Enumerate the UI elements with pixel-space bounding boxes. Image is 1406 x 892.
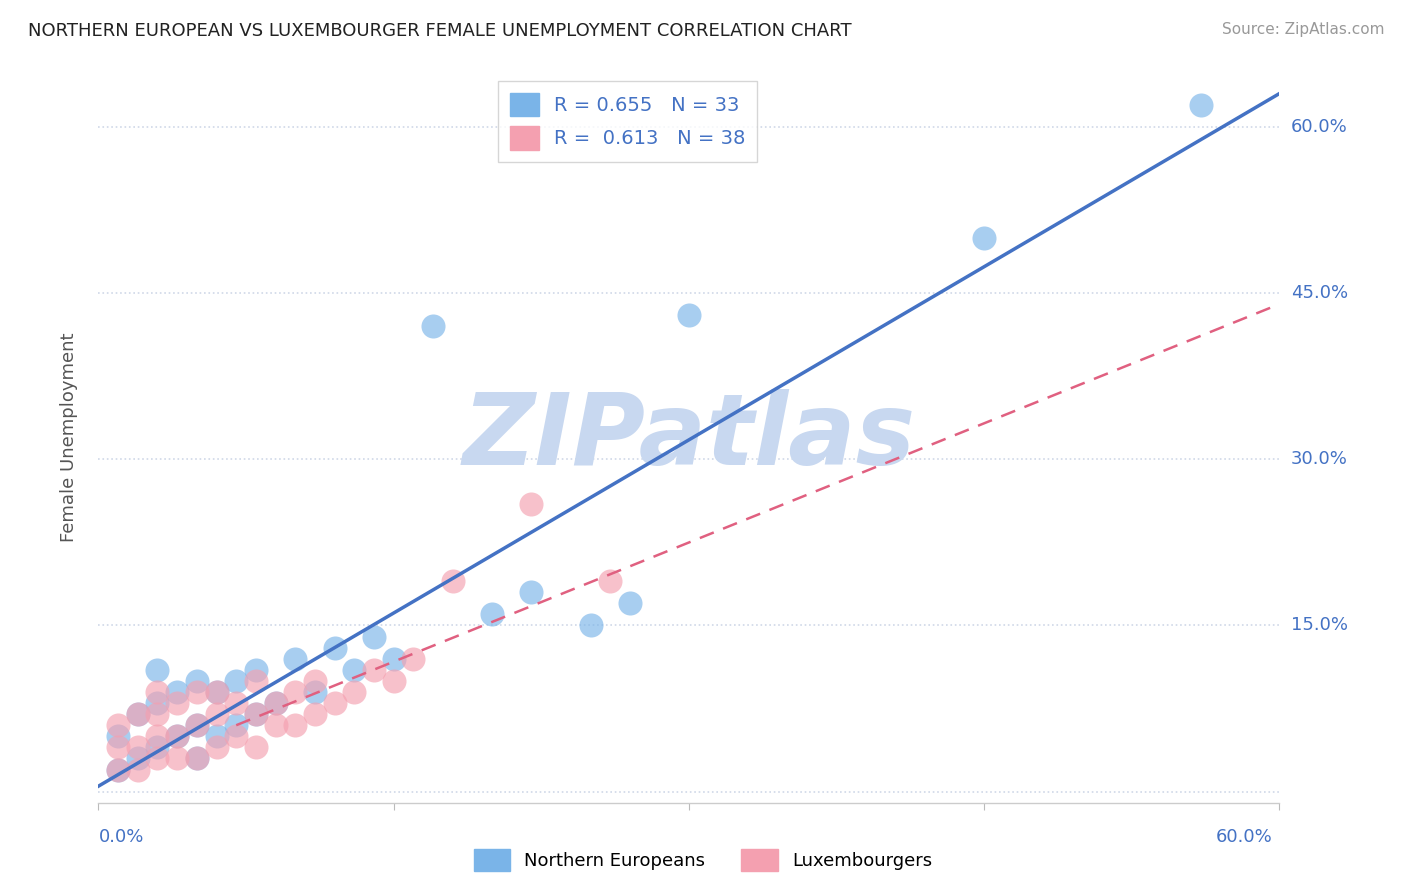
Point xyxy=(205,685,228,699)
Point xyxy=(520,585,543,599)
Point xyxy=(205,707,228,722)
Point xyxy=(264,696,287,710)
Point xyxy=(520,497,543,511)
Point xyxy=(245,673,267,688)
Point xyxy=(166,729,188,743)
Legend: Northern Europeans, Luxembourgers: Northern Europeans, Luxembourgers xyxy=(467,842,939,879)
Point xyxy=(127,707,149,722)
Text: 15.0%: 15.0% xyxy=(1291,616,1347,634)
Point xyxy=(1189,97,1212,112)
Text: Source: ZipAtlas.com: Source: ZipAtlas.com xyxy=(1222,22,1385,37)
Point xyxy=(264,718,287,732)
Point xyxy=(579,618,602,632)
Point xyxy=(599,574,621,589)
Point xyxy=(107,729,129,743)
Point xyxy=(973,230,995,244)
Point xyxy=(245,707,267,722)
Point xyxy=(225,729,247,743)
Text: 30.0%: 30.0% xyxy=(1291,450,1347,468)
Point xyxy=(304,707,326,722)
Point xyxy=(245,663,267,677)
Point xyxy=(225,673,247,688)
Point xyxy=(441,574,464,589)
Point xyxy=(146,751,169,765)
Text: NORTHERN EUROPEAN VS LUXEMBOURGER FEMALE UNEMPLOYMENT CORRELATION CHART: NORTHERN EUROPEAN VS LUXEMBOURGER FEMALE… xyxy=(28,22,852,40)
Point xyxy=(422,319,444,334)
Point xyxy=(186,718,208,732)
Point xyxy=(343,685,366,699)
Point xyxy=(186,718,208,732)
Point xyxy=(304,685,326,699)
Point xyxy=(304,673,326,688)
Point xyxy=(146,740,169,755)
Point xyxy=(323,696,346,710)
Point xyxy=(166,751,188,765)
Point xyxy=(146,663,169,677)
Point xyxy=(225,696,247,710)
Point xyxy=(127,707,149,722)
Point xyxy=(166,729,188,743)
Point xyxy=(382,651,405,665)
Point xyxy=(245,740,267,755)
Point xyxy=(205,729,228,743)
Text: 60.0%: 60.0% xyxy=(1216,828,1272,846)
Point xyxy=(225,718,247,732)
Point xyxy=(146,729,169,743)
Point xyxy=(363,630,385,644)
Y-axis label: Female Unemployment: Female Unemployment xyxy=(59,333,77,541)
Point xyxy=(481,607,503,622)
Point xyxy=(619,596,641,610)
Point xyxy=(264,696,287,710)
Point xyxy=(127,751,149,765)
Point xyxy=(186,685,208,699)
Point xyxy=(127,740,149,755)
Point xyxy=(363,663,385,677)
Text: 0.0%: 0.0% xyxy=(98,828,143,846)
Point xyxy=(107,763,129,777)
Text: ZIPatlas: ZIPatlas xyxy=(463,389,915,485)
Point xyxy=(166,696,188,710)
Point xyxy=(284,651,307,665)
Point xyxy=(323,640,346,655)
Point xyxy=(146,685,169,699)
Point xyxy=(284,685,307,699)
Point xyxy=(402,651,425,665)
Point xyxy=(245,707,267,722)
Point xyxy=(186,673,208,688)
Point xyxy=(382,673,405,688)
Point xyxy=(107,763,129,777)
Point xyxy=(284,718,307,732)
Point xyxy=(107,718,129,732)
Text: 60.0%: 60.0% xyxy=(1291,118,1347,136)
Point xyxy=(205,685,228,699)
Text: 45.0%: 45.0% xyxy=(1291,284,1348,302)
Point xyxy=(186,751,208,765)
Point xyxy=(186,751,208,765)
Point xyxy=(146,696,169,710)
Point xyxy=(205,740,228,755)
Legend: R = 0.655   N = 33, R =  0.613   N = 38: R = 0.655 N = 33, R = 0.613 N = 38 xyxy=(498,81,758,161)
Point xyxy=(127,763,149,777)
Point xyxy=(166,685,188,699)
Point xyxy=(678,308,700,322)
Point xyxy=(146,707,169,722)
Point xyxy=(343,663,366,677)
Point xyxy=(107,740,129,755)
